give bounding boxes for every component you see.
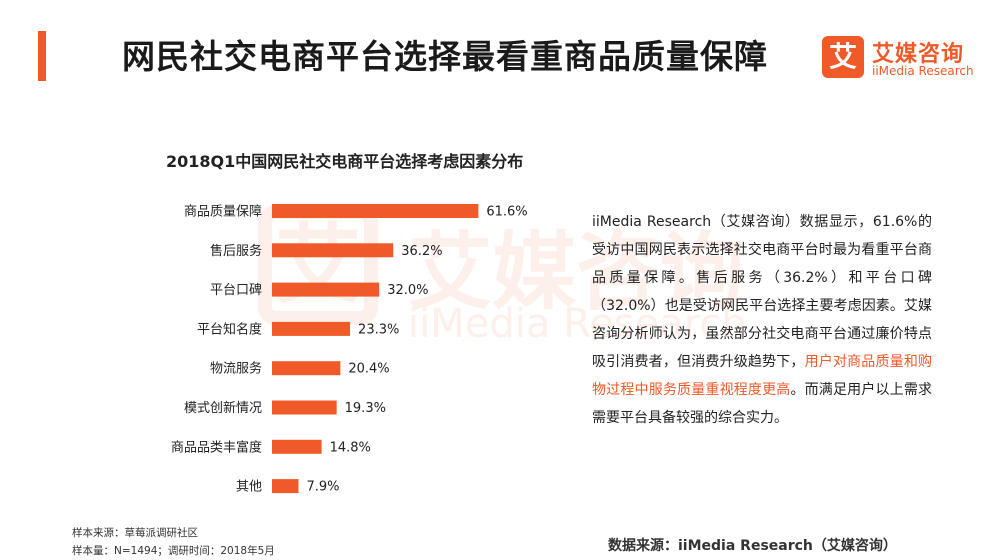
title-accent-bar <box>38 31 46 81</box>
value-label: 32.0% <box>387 283 428 298</box>
bar <box>272 400 337 415</box>
category-label: 售后服务 <box>210 243 262 259</box>
bar <box>272 204 479 218</box>
chart-title: 2018Q1中国网民社交电商平台选择考虑因素分布 <box>166 152 524 171</box>
category-label: 商品质量保障 <box>184 205 262 220</box>
value-label: 23.3% <box>358 322 399 337</box>
category-label: 平台知名度 <box>197 321 262 337</box>
bar <box>272 321 351 336</box>
description-highlight: 用户对商品质量和购物过程中服务质量重视程度更高 <box>592 354 933 398</box>
bar <box>272 361 341 376</box>
description-part1: iiMedia Research（艾媒咨询）数据显示，61.6%的受访中国网民表… <box>592 214 932 370</box>
sample-size-note: 样本量：N=1494；调研时间：2018年5月 <box>72 545 275 557</box>
category-label: 物流服务 <box>210 361 262 377</box>
bar <box>272 282 380 297</box>
category-label: 模式创新情况 <box>184 400 262 416</box>
bar <box>272 479 299 494</box>
description-text: iiMedia Research（艾媒咨询）数据显示，61.6%的受访中国网民表… <box>592 208 932 432</box>
category-label: 其他 <box>236 480 262 495</box>
logo-mark-icon: 艾 <box>822 36 864 78</box>
logo-name-cn: 艾媒咨询 <box>872 42 965 67</box>
category-label: 平台口碑 <box>210 282 262 298</box>
iimedia-logo: 艾 艾媒咨询 iiMedia Research <box>822 36 992 86</box>
value-label: 7.9% <box>306 480 339 495</box>
value-label: 19.3% <box>345 401 386 416</box>
logo-name-en: iiMedia Research <box>872 64 974 78</box>
page-title: 网民社交电商平台选择最看重商品质量保障 <box>122 37 768 76</box>
sample-source-note: 样本来源：草莓派调研社区 <box>72 527 198 539</box>
data-source: 数据来源：iiMedia Research（艾媒咨询） <box>608 538 897 554</box>
value-label: 61.6% <box>486 205 527 220</box>
value-label: 14.8% <box>330 440 371 455</box>
category-label: 商品品类丰富度 <box>171 439 262 455</box>
bar <box>272 243 394 258</box>
value-label: 20.4% <box>348 362 389 377</box>
bar <box>272 439 322 454</box>
description-part2: 。而满足用户以上需求需要平台具备较强的综合实力。 <box>592 382 933 426</box>
value-label: 36.2% <box>401 244 442 259</box>
